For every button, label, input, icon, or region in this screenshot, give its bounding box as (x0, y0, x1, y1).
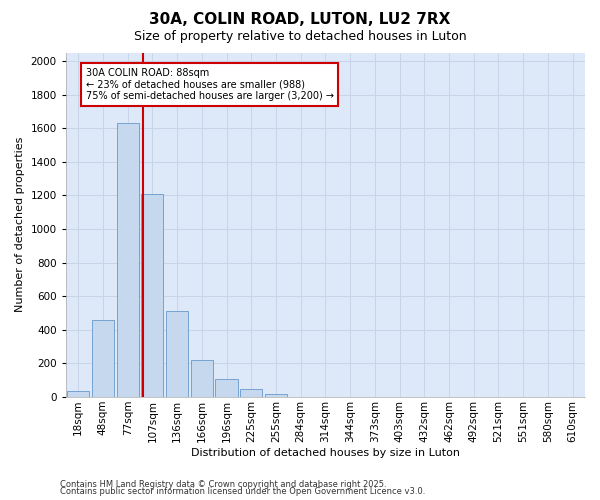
Text: Size of property relative to detached houses in Luton: Size of property relative to detached ho… (134, 30, 466, 43)
Bar (92, 320, 114, 397)
Bar (191, 360, 213, 397)
Bar (215, 378, 238, 397)
Text: 30A, COLIN ROAD, LUTON, LU2 7RX: 30A, COLIN ROAD, LUTON, LU2 7RX (149, 12, 451, 28)
Text: Contains public sector information licensed under the Open Government Licence v3: Contains public sector information licen… (60, 488, 425, 496)
Bar (240, 390, 262, 397)
Bar (265, 394, 287, 397)
X-axis label: Distribution of detached houses by size in Luton: Distribution of detached houses by size … (191, 448, 460, 458)
Bar (67, 391, 89, 397)
Text: Contains HM Land Registry data © Crown copyright and database right 2025.: Contains HM Land Registry data © Crown c… (60, 480, 386, 489)
Bar (166, 312, 188, 397)
Text: 30A COLIN ROAD: 88sqm
← 23% of detached houses are smaller (988)
75% of semi-det: 30A COLIN ROAD: 88sqm ← 23% of detached … (86, 68, 334, 101)
Y-axis label: Number of detached properties: Number of detached properties (15, 137, 25, 312)
Bar (141, 194, 163, 397)
Bar (116, 123, 139, 397)
